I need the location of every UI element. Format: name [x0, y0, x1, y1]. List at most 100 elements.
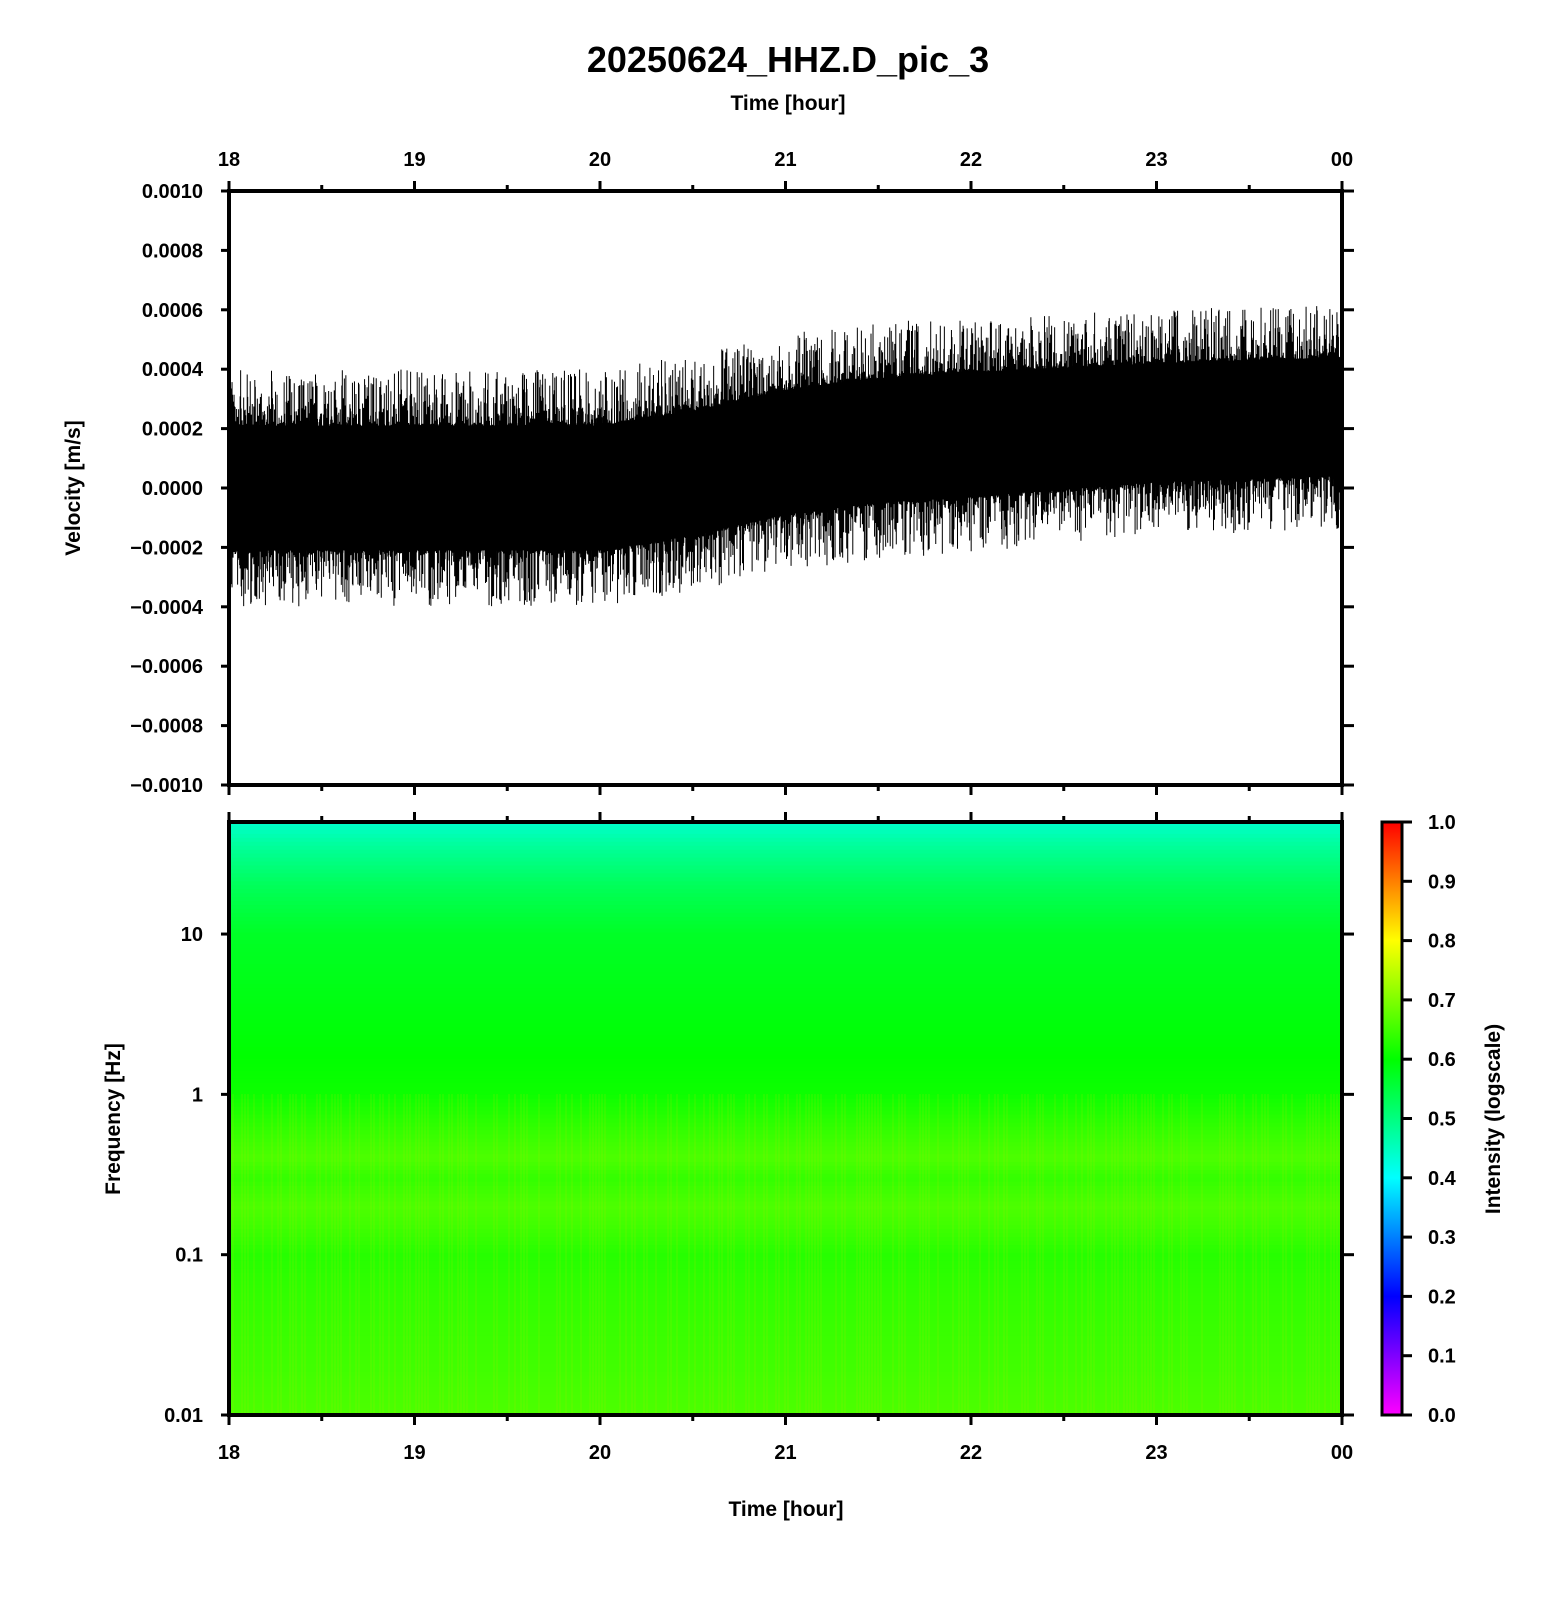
spectrogram-row [229, 885, 1342, 890]
spectrogram-row [229, 1280, 1342, 1286]
spectrogram-row [229, 1284, 1342, 1290]
colorbar-tick-label: 0.3 [1428, 1227, 1456, 1249]
spectrogram-plot-frame [227, 820, 1344, 1417]
spectrogram-row [229, 1150, 1342, 1155]
spectrogram-row [229, 1059, 1342, 1064]
spectrogram-row [229, 1193, 1342, 1199]
spectrogram-row [229, 1248, 1342, 1254]
spectrogram-row [229, 1122, 1342, 1127]
colorbar-tick-label: 0.0 [1428, 1405, 1456, 1427]
spectrogram-row [229, 1102, 1342, 1108]
spectrogram-row [229, 1355, 1342, 1361]
spectrogram-row [229, 1221, 1342, 1226]
spectrogram-row [229, 1114, 1342, 1120]
spectrogram-row [229, 1399, 1342, 1404]
spectrogram-row [229, 1331, 1342, 1337]
x-tick-label: 18 [218, 149, 240, 171]
spectrogram-row [229, 1383, 1342, 1388]
spectrogram-row [229, 976, 1342, 981]
spectrogram-row [229, 1090, 1342, 1096]
bottom-x-axis-label: Time [hour] [728, 1498, 843, 1521]
spectrogram-image [229, 822, 1342, 1416]
spectrogram-row [229, 1169, 1342, 1175]
colorbar-tick-label: 0.1 [1428, 1346, 1456, 1368]
velocity-axis-label: Velocity [m/s] [62, 420, 85, 555]
spectrogram-row [229, 1106, 1342, 1112]
spectrogram-row [229, 1189, 1342, 1195]
spectrogram-row [229, 932, 1342, 938]
trace-core [229, 355, 1342, 554]
y-tick-label: 0.0002 [142, 419, 203, 441]
spectrogram-row [229, 889, 1342, 894]
spectrogram-row [229, 1007, 1342, 1013]
spectrogram-row [229, 861, 1342, 867]
spectrogram-row [229, 1118, 1342, 1124]
y-tick-label: 1 [192, 1084, 203, 1106]
spectrogram-row [229, 1260, 1342, 1266]
spectrogram-row [229, 1371, 1342, 1377]
colorbar-label: Intensity (logscale) [1482, 1024, 1505, 1214]
spectrogram-row [229, 897, 1342, 902]
colorbar-tick-label: 0.7 [1428, 990, 1456, 1012]
spectrogram-row [229, 873, 1342, 878]
spectrogram-row [229, 1039, 1342, 1044]
spectrogram-row [229, 1245, 1342, 1250]
spectrogram-row [229, 837, 1342, 843]
spectrogram-row [229, 952, 1342, 958]
spectrogram-row [229, 908, 1342, 914]
frequency-axis-label: Frequency [Hz] [102, 1043, 125, 1195]
spectrogram-row [229, 857, 1342, 863]
x-tick-label: 19 [403, 1442, 425, 1464]
x-tick-label: 23 [1145, 149, 1167, 171]
spectrogram-row [229, 1288, 1342, 1294]
spectrogram-row [229, 1268, 1342, 1274]
spectrogram-row [229, 1217, 1342, 1222]
spectrogram-row [229, 1130, 1342, 1135]
spectrogram-row [229, 849, 1342, 855]
colorbar-tick-label: 0.6 [1428, 1049, 1456, 1071]
spectrogram-row [229, 1027, 1342, 1033]
spectrogram-row [229, 1213, 1342, 1218]
top-x-axis-label: Time [hour] [730, 92, 845, 115]
spectrogram-row [229, 1031, 1342, 1037]
spectrogram-row [229, 960, 1342, 965]
spectrogram-row [229, 944, 1342, 950]
spectrogram-row [229, 1316, 1342, 1321]
spectrogram-row [229, 1359, 1342, 1365]
y-tick-label: 0.1 [175, 1245, 203, 1267]
spectrogram-row [229, 1229, 1342, 1234]
spectrogram-row [229, 893, 1342, 898]
spectrogram-row [229, 1237, 1342, 1242]
spectrogram-row [229, 841, 1342, 847]
spectrogram-row [229, 912, 1342, 918]
spectrogram-row [229, 1067, 1342, 1072]
x-tick-label: 20 [589, 1442, 611, 1464]
spectrogram-row [229, 948, 1342, 954]
x-tick-label: 22 [960, 1442, 982, 1464]
spectrogram-row [229, 1086, 1342, 1092]
colorbar-tick-label: 0.9 [1428, 871, 1456, 893]
spectrogram-row [229, 1225, 1342, 1230]
chart-title: 20250624_HHZ.D_pic_3 [587, 39, 989, 80]
spectrogram-row [229, 829, 1342, 835]
spectrogram-row [229, 940, 1342, 946]
spectrogram-row [229, 1276, 1342, 1282]
spectrogram-row [229, 920, 1342, 926]
y-tick-label: −0.0004 [130, 597, 204, 619]
spectrogram-row [229, 1146, 1342, 1151]
spectrogram-row [229, 1138, 1342, 1143]
colorbar-ticks: 1.0 0.9 0.8 0.7 0.6 0.5 0.4 0.3 0.2 0.1 0.0 [1402, 812, 1457, 1427]
spectrogram-row [229, 968, 1342, 973]
spectrogram-row [229, 1071, 1342, 1076]
spectrogram-row [229, 865, 1342, 871]
spectrogram-row [229, 1134, 1342, 1139]
spectrogram-row [229, 1379, 1342, 1384]
spectrogram-row [229, 1015, 1342, 1021]
x-tick-label: 22 [960, 149, 982, 171]
spectrogram-row [229, 1126, 1342, 1131]
x-tick-label: 19 [403, 149, 425, 171]
spectrogram-row [229, 1252, 1342, 1258]
spectrogram-row [229, 1205, 1342, 1211]
spectrogram-row [229, 1003, 1342, 1009]
waveform-plot-frame [227, 189, 1344, 787]
